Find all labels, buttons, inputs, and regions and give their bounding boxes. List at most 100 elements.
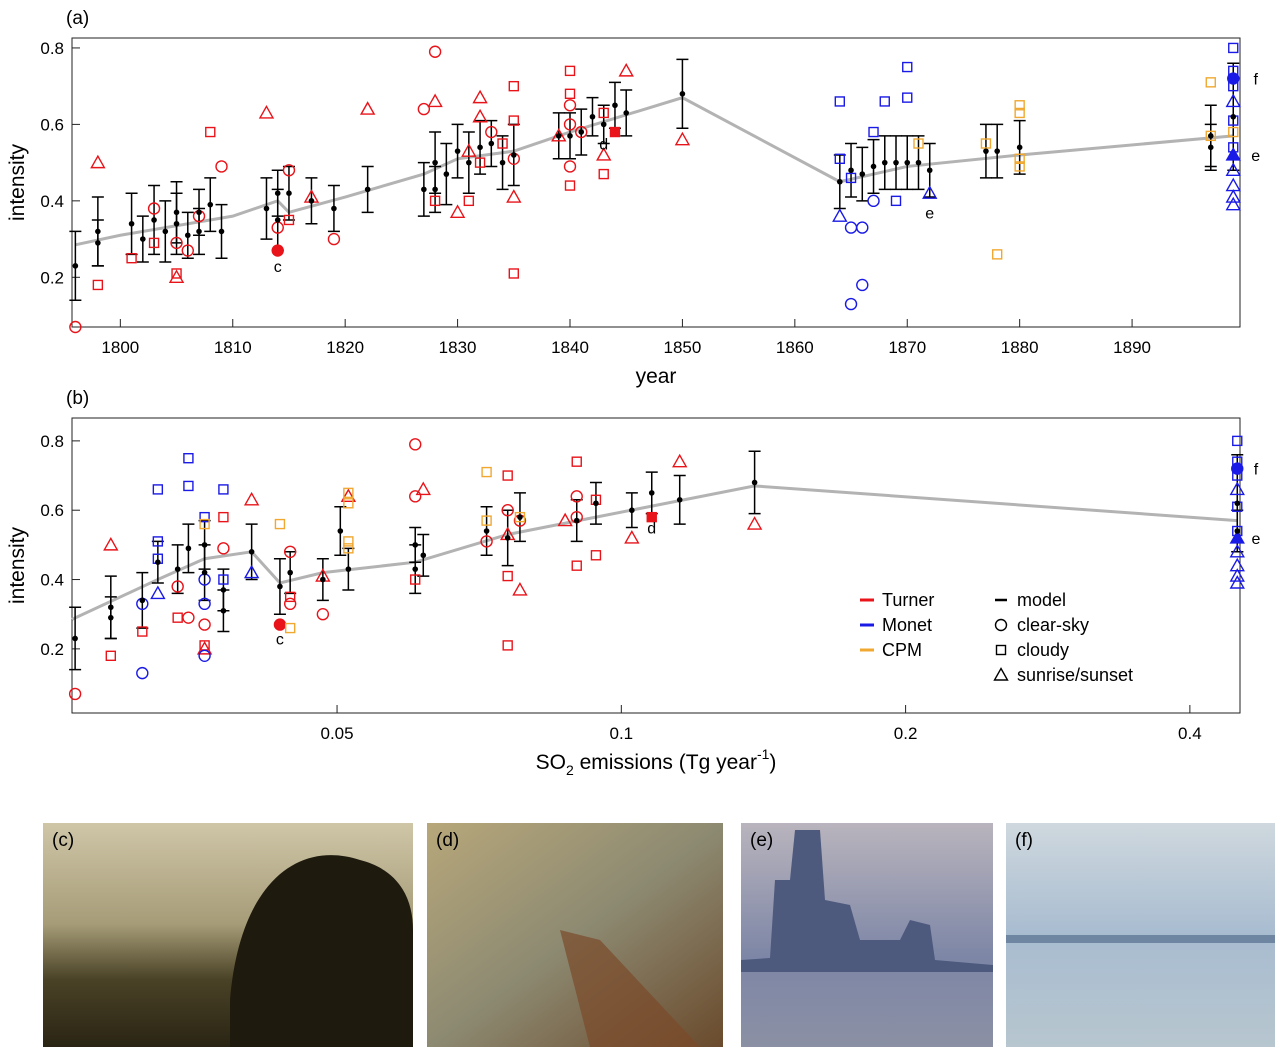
marker-circle	[70, 688, 81, 699]
model-point	[275, 217, 281, 223]
model-point	[221, 587, 227, 593]
model-point	[752, 480, 758, 486]
marker-circle	[857, 279, 868, 290]
marker-circle	[274, 619, 285, 630]
y-tick-label: 0.4	[40, 571, 64, 590]
marker-square	[173, 613, 182, 622]
marker-circle	[565, 100, 576, 111]
x-tick-label: 0.4	[1178, 724, 1202, 743]
model-point	[489, 141, 495, 147]
marker-circle	[1232, 463, 1243, 474]
x-tick-label: 1880	[1001, 338, 1039, 357]
marker-circle	[857, 222, 868, 233]
marker-circle	[868, 195, 879, 206]
model-point	[574, 518, 580, 524]
model-point	[500, 160, 506, 166]
panel-label: (b)	[66, 388, 89, 409]
legend-label: cloudy	[1017, 640, 1069, 660]
model-point	[466, 160, 472, 166]
legend-label: model	[1017, 590, 1066, 610]
annotation: f	[1254, 72, 1259, 89]
y-tick-label: 0.4	[40, 192, 64, 211]
marker-square	[153, 485, 162, 494]
marker-triangle	[625, 531, 638, 543]
marker-circle	[418, 104, 429, 115]
model-point	[140, 598, 146, 604]
model-point	[219, 229, 225, 235]
x-tick-label: 1810	[214, 338, 252, 357]
model-point	[1017, 145, 1023, 151]
model-point	[1208, 133, 1214, 139]
model-point	[186, 546, 192, 552]
paintings	[43, 823, 1275, 1047]
marker-triangle	[429, 95, 442, 107]
marker-triangle	[151, 587, 164, 599]
marker-square	[184, 481, 193, 490]
model-point	[983, 148, 989, 154]
model-point	[309, 198, 315, 204]
model-point	[155, 559, 161, 565]
marker-square	[509, 82, 518, 91]
model-point	[623, 110, 629, 116]
model-point	[848, 167, 854, 173]
model-point	[346, 566, 352, 572]
model-point	[859, 171, 865, 177]
model-point	[916, 160, 922, 166]
model-point	[455, 148, 461, 154]
marker-square	[464, 196, 473, 205]
model-point	[151, 217, 157, 223]
marker-circle	[430, 46, 441, 57]
x-tick-label: 1820	[326, 338, 364, 357]
x-tick-label: 1800	[101, 338, 139, 357]
marker-square	[599, 170, 608, 179]
marker-square	[993, 250, 1002, 259]
annotation: e	[1251, 148, 1260, 165]
model-point	[904, 160, 910, 166]
model-point	[1234, 528, 1240, 534]
painting-label: (d)	[436, 830, 459, 851]
annotation: c	[274, 259, 282, 276]
marker-square	[997, 646, 1006, 655]
marker-square	[869, 128, 878, 137]
marker-triangle	[995, 669, 1008, 681]
x-axis-label: SO2 emissions (Tg year-1)	[536, 746, 777, 778]
model-point	[264, 206, 270, 212]
x-tick-label: 1860	[776, 338, 814, 357]
marker-circle	[137, 668, 148, 679]
annotation: e	[1252, 531, 1261, 548]
model-point	[649, 490, 655, 496]
marker-square	[572, 561, 581, 570]
plot-frame	[72, 38, 1240, 327]
model-point	[593, 500, 599, 506]
marker-triangle	[676, 133, 689, 145]
x-tick-label: 0.05	[321, 724, 354, 743]
model-point	[994, 148, 1000, 154]
annotation: e	[925, 205, 934, 222]
marker-triangle	[620, 64, 633, 76]
painting-label: (f)	[1015, 830, 1033, 851]
figure: (a)0.20.40.60.81800181018201830184018501…	[0, 0, 1275, 1048]
model-point	[331, 206, 337, 212]
y-axis-label: intensity	[6, 143, 29, 221]
marker-square	[93, 280, 102, 289]
model-point	[484, 528, 490, 534]
marker-triangle	[513, 583, 526, 595]
model-point	[421, 187, 427, 193]
model-point	[578, 129, 584, 135]
model-point	[412, 566, 418, 572]
marker-circle	[199, 619, 210, 630]
bridge-shape	[1006, 935, 1275, 943]
model-point	[677, 497, 683, 503]
marker-circle	[410, 491, 421, 502]
marker-square	[509, 269, 518, 278]
x-tick-label: 1840	[551, 338, 589, 357]
marker-square	[566, 181, 575, 190]
marker-circle	[183, 612, 194, 623]
x-axis-label-part: emissions (Tg year	[574, 751, 757, 774]
model-point	[72, 636, 78, 642]
marker-triangle	[1227, 191, 1240, 203]
model-point	[108, 615, 114, 621]
legend-label: CPM	[882, 640, 922, 660]
model-point	[221, 608, 227, 614]
marker-square	[903, 63, 912, 72]
